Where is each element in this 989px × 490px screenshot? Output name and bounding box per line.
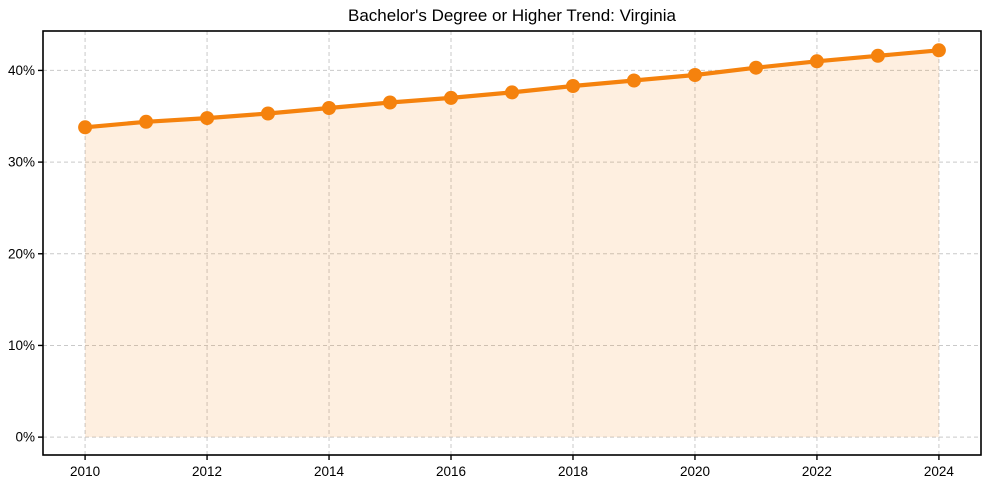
data-point-2019 (627, 73, 641, 88)
x-tick-label: 2010 (70, 464, 100, 479)
y-tick-label: 30% (8, 155, 35, 170)
data-point-2024 (931, 43, 946, 58)
x-tick-label: 2012 (192, 464, 222, 479)
data-point-2017 (505, 85, 519, 100)
data-point-2022 (809, 54, 824, 69)
x-tick-label: 2018 (558, 464, 588, 479)
data-point-2011 (139, 114, 154, 129)
data-point-2020 (688, 68, 702, 82)
data-point-2013 (261, 106, 275, 121)
area-fill (85, 50, 939, 438)
x-tick-label: 2024 (924, 464, 955, 479)
data-point-2023 (870, 48, 885, 63)
data-point-2016 (444, 90, 458, 105)
y-tick-label: 10% (8, 338, 35, 353)
plot-border (42, 30, 982, 456)
data-point-2021 (749, 60, 763, 75)
x-tick-label: 2016 (436, 464, 466, 479)
data-point-2014 (322, 101, 336, 115)
x-tick-label: 2014 (314, 464, 345, 479)
chart-title: Bachelor's Degree or Higher Trend: Virgi… (348, 6, 676, 25)
x-tick-label: 2020 (680, 464, 710, 479)
data-point-2012 (200, 111, 215, 126)
y-tick-label: 0% (15, 430, 35, 445)
x-tick-label: 2022 (802, 464, 832, 479)
data-point-2018 (566, 79, 580, 93)
y-tick-label: 20% (8, 246, 35, 261)
y-tick-label: 40% (8, 63, 35, 78)
data-point-2015 (383, 95, 397, 110)
data-point-2010 (78, 120, 93, 135)
